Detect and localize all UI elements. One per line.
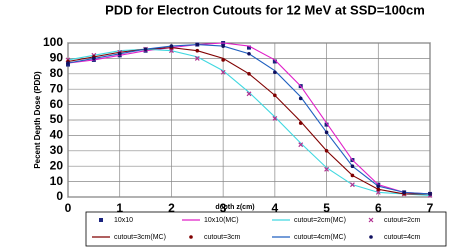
data-point — [298, 96, 303, 101]
data-point — [247, 51, 251, 56]
data-point — [350, 164, 355, 168]
data-point — [92, 56, 96, 61]
data-point — [428, 192, 432, 196]
data-point — [143, 47, 148, 51]
data-point — [247, 45, 251, 50]
legend-swatch — [369, 235, 373, 239]
legend-label: cutout=2cm(MC) — [294, 217, 346, 224]
legend-swatch — [99, 218, 103, 222]
data-point — [350, 182, 355, 188]
data-point — [66, 61, 70, 65]
y-tick-label: 60 — [50, 97, 64, 111]
y-tick-label: 90 — [50, 51, 64, 65]
y-tick-label: 70 — [50, 81, 64, 95]
y-tick-label: 30 — [50, 143, 64, 157]
legend-label: cutout=4cm — [384, 234, 421, 241]
data-point — [221, 44, 225, 48]
data-point — [246, 91, 252, 97]
data-point — [169, 48, 174, 54]
chart-title: PDD for Electron Cutouts for 12 MeV at S… — [105, 2, 425, 17]
x-tick-label: 4 — [272, 201, 279, 215]
series-line — [67, 48, 431, 197]
x-tick-label: 3 — [220, 201, 227, 215]
data-point — [298, 142, 304, 148]
legend-label: cutout=3cm(MC) — [114, 234, 166, 241]
data-point — [272, 59, 277, 64]
legend-label: cutout=3cm — [204, 234, 241, 241]
legend-label: 10x10(MC) — [204, 217, 239, 224]
data-point — [375, 189, 381, 195]
x-tick-label: 2 — [168, 201, 175, 215]
x-tick-label: 7 — [427, 201, 434, 215]
y-tick-label: 100 — [43, 35, 63, 49]
legend-swatch — [368, 217, 374, 223]
y-tick-label: 80 — [50, 66, 64, 80]
legend-label: 10x10 — [114, 217, 133, 224]
y-tick-label: 10 — [50, 174, 64, 188]
y-tick-label: 40 — [50, 128, 64, 142]
y-tick-label: 50 — [50, 112, 64, 126]
data-point — [117, 51, 122, 56]
data-point — [195, 42, 200, 47]
series-line — [67, 42, 431, 195]
x-axis-label: depth z(cm) — [215, 204, 254, 211]
x-tick-label: 5 — [323, 201, 330, 215]
data-point — [324, 149, 329, 153]
legend-label: cutout=2cm — [384, 217, 421, 224]
legend-box — [85, 211, 447, 247]
data-point — [195, 48, 200, 53]
legend-swatch — [189, 235, 193, 239]
data-point — [350, 173, 355, 178]
data-point — [272, 116, 278, 121]
data-point — [298, 121, 303, 125]
data-point — [247, 72, 251, 76]
data-point — [376, 184, 381, 189]
data-point — [221, 58, 225, 62]
data-point — [376, 187, 381, 192]
data-point — [220, 69, 226, 75]
x-tick-label: 1 — [116, 201, 123, 215]
data-point — [169, 44, 174, 48]
data-point — [324, 166, 329, 172]
x-tick-label: 6 — [375, 201, 382, 215]
data-point — [273, 70, 277, 75]
x-tick-label: 0 — [65, 201, 72, 215]
data-point — [324, 122, 329, 127]
y-axis-label: Pecent Depth Dose (PDD) — [33, 71, 42, 169]
data-point — [324, 130, 329, 135]
data-point — [194, 55, 200, 61]
y-tick-label: 20 — [50, 158, 64, 172]
data-point — [273, 93, 277, 98]
legend-label: cutout=4cm(MC) — [294, 234, 346, 241]
data-point — [402, 190, 406, 195]
y-tick-label: 0 — [56, 189, 63, 203]
